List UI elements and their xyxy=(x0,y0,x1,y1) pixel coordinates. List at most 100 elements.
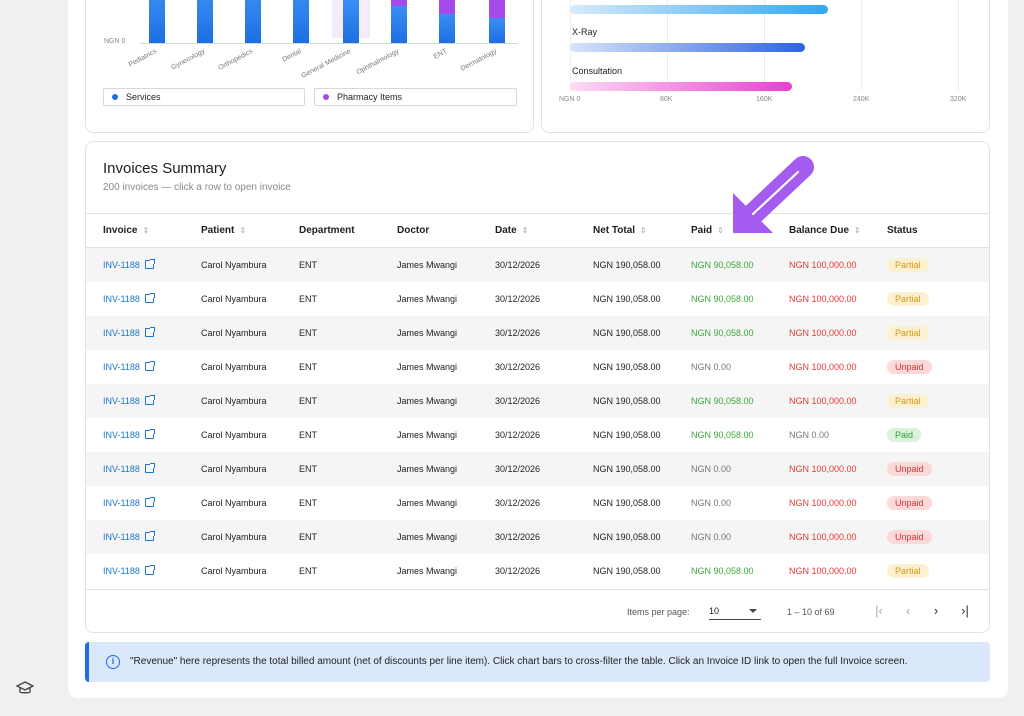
cell-patient: Carol Nyambura xyxy=(201,282,299,316)
cell-text: NGN 0.00 xyxy=(691,497,732,508)
x-tick-80k: 80K xyxy=(660,96,673,103)
invoice-link[interactable]: INV-1188 xyxy=(103,565,140,576)
bar-services-dental[interactable] xyxy=(293,0,309,43)
cell-text: ENT xyxy=(299,259,317,270)
external-link-icon[interactable] xyxy=(144,496,155,507)
external-link-icon[interactable] xyxy=(144,428,155,439)
main-page: NGN 0 Pediatrics Gynecology Orthopedics … xyxy=(68,0,1008,698)
cell-dept: ENT xyxy=(299,519,397,554)
bar-pharmacy-dermatology[interactable] xyxy=(489,0,505,18)
table-row[interactable]: INV-1188 Carol Nyambura ENT James Mwangi 30/… xyxy=(86,554,989,588)
first-page-button[interactable]: |‹ xyxy=(875,603,883,618)
cell-text: Carol Nyambura xyxy=(201,293,267,304)
cell-text: NGN 100,000.00 xyxy=(789,531,857,542)
invoices-summary-card: Invoices Summary 200 invoices — click a … xyxy=(85,141,990,633)
column-header-patient[interactable]: Patient ⇕ xyxy=(201,213,299,248)
cell-paid: NGN 90,058.00 xyxy=(691,282,789,316)
bar-services-pediatrics[interactable] xyxy=(149,0,165,43)
invoice-link[interactable]: INV-1188 xyxy=(103,293,140,304)
cell-net: NGN 190,058.00 xyxy=(593,282,691,316)
table-row[interactable]: INV-1188 Carol Nyambura ENT James Mwangi 30/… xyxy=(86,418,989,452)
cell-text: James Mwangi xyxy=(397,531,458,542)
x-axis-line xyxy=(140,43,518,44)
invoice-link[interactable]: INV-1188 xyxy=(103,531,140,542)
invoice-link[interactable]: INV-1188 xyxy=(103,361,140,372)
cell-invoice: INV-1188 xyxy=(86,247,201,282)
hbar-consultation[interactable] xyxy=(570,82,792,91)
cell-text: NGN 100,000.00 xyxy=(789,395,857,406)
invoice-link[interactable]: INV-1188 xyxy=(103,327,140,338)
external-link-icon[interactable] xyxy=(144,564,155,575)
cell-paid: NGN 0.00 xyxy=(691,519,789,554)
cell-net: NGN 190,058.00 xyxy=(593,486,691,520)
cell-text: NGN 0.00 xyxy=(789,429,830,440)
bar-services-dermatology[interactable] xyxy=(489,18,505,43)
bar-pharmacy-ophthalmology[interactable] xyxy=(391,0,407,6)
external-link-icon[interactable] xyxy=(144,360,155,371)
service-revenue-chart: X-Ray Consultation NGN 0 80K 160K 240K 3… xyxy=(541,0,990,133)
cell-dept: ENT xyxy=(299,247,397,282)
invoice-link[interactable]: INV-1188 xyxy=(103,497,140,508)
cell-text: ENT xyxy=(299,565,317,576)
hbar-xray[interactable] xyxy=(570,43,805,52)
sort-icon[interactable]: ⇕ xyxy=(640,226,647,235)
last-page-button[interactable]: ›| xyxy=(961,603,969,618)
external-link-icon[interactable] xyxy=(144,530,155,541)
bar-pharmacy-ent[interactable] xyxy=(439,0,455,14)
bar-services-ophthalmology[interactable] xyxy=(391,6,407,43)
bar-services-general-medicine[interactable] xyxy=(343,0,359,43)
cell-balance: NGN 100,000.00 xyxy=(789,554,887,588)
external-link-icon[interactable] xyxy=(144,462,155,473)
table-row[interactable]: INV-1188 Carol Nyambura ENT James Mwangi 30/… xyxy=(86,350,989,384)
invoice-link[interactable]: INV-1188 xyxy=(103,259,140,270)
table-row[interactable]: INV-1188 Carol Nyambura ENT James Mwangi 30/… xyxy=(86,315,989,350)
sort-icon[interactable]: ⇕ xyxy=(142,226,150,235)
column-header-balance-due[interactable]: Balance Due ⇕ xyxy=(789,213,887,248)
cell-dept: ENT xyxy=(299,486,397,520)
table-row[interactable]: INV-1188 Carol Nyambura ENT James Mwangi 30/… xyxy=(86,383,989,418)
cell-date: 30/12/2026 xyxy=(495,418,593,452)
invoice-link[interactable]: INV-1188 xyxy=(103,463,140,474)
previous-page-button[interactable]: ‹ xyxy=(905,603,911,618)
cell-text: NGN 0.00 xyxy=(691,361,732,372)
cell-date: 30/12/2026 xyxy=(495,486,593,520)
cell-net: NGN 190,058.00 xyxy=(593,315,691,350)
cell-paid: NGN 90,058.00 xyxy=(691,383,789,418)
sort-icon[interactable]: ⇕ xyxy=(239,226,247,235)
cell-text: Carol Nyambura xyxy=(201,565,267,576)
items-per-page-select[interactable]: 10 xyxy=(709,602,761,620)
sort-icon[interactable]: ⇕ xyxy=(854,226,861,235)
graduation-cap-icon[interactable] xyxy=(16,680,34,696)
cell-text: James Mwangi xyxy=(397,429,458,440)
table-row[interactable]: INV-1188 Carol Nyambura ENT James Mwangi 30/… xyxy=(86,282,989,316)
bar-services-ent[interactable] xyxy=(439,14,455,43)
legend-pharmacy[interactable]: Pharmacy Items xyxy=(314,88,517,106)
table-row[interactable]: INV-1188 Carol Nyambura ENT James Mwangi 30/… xyxy=(86,451,989,486)
legend-services[interactable]: Services xyxy=(103,88,305,106)
cell-invoice: INV-1188 xyxy=(86,451,201,486)
external-link-icon[interactable] xyxy=(144,394,155,405)
external-link-icon[interactable] xyxy=(144,326,155,337)
table-row[interactable]: INV-1188 Carol Nyambura ENT James Mwangi 30/… xyxy=(86,247,989,282)
external-link-icon[interactable] xyxy=(144,258,155,269)
cell-dept: ENT xyxy=(299,418,397,452)
sort-icon[interactable]: ⇕ xyxy=(521,226,529,235)
external-link-icon[interactable] xyxy=(144,292,155,303)
column-header-net-total[interactable]: Net Total ⇕ xyxy=(593,213,691,248)
cell-text: NGN 90,058.00 xyxy=(691,327,754,338)
invoice-link[interactable]: INV-1188 xyxy=(103,429,140,440)
invoice-link[interactable]: INV-1188 xyxy=(103,395,140,406)
cell-status: Partial xyxy=(887,315,989,350)
cell-dept: ENT xyxy=(299,554,397,588)
bar-services-gynecology[interactable] xyxy=(197,0,213,43)
hbar-top[interactable] xyxy=(570,5,828,14)
cell-patient: Carol Nyambura xyxy=(201,350,299,384)
sort-icon[interactable]: ⇕ xyxy=(717,226,724,235)
next-page-button[interactable]: › xyxy=(933,603,939,618)
column-header-date[interactable]: Date ⇕ xyxy=(495,213,593,248)
bar-services-orthopedics[interactable] xyxy=(245,0,261,43)
table-row[interactable]: INV-1188 Carol Nyambura ENT James Mwangi 30/… xyxy=(86,519,989,554)
column-header-invoice[interactable]: Invoice ⇕ xyxy=(86,213,201,248)
cell-doctor: James Mwangi xyxy=(397,282,495,316)
table-row[interactable]: INV-1188 Carol Nyambura ENT James Mwangi 30/… xyxy=(86,486,989,520)
